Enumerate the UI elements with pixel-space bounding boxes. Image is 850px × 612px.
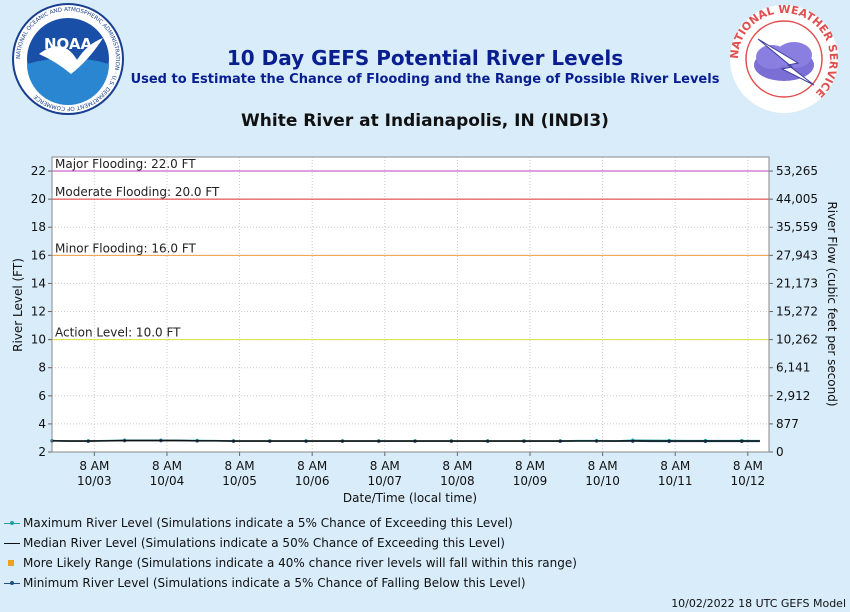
threshold-label: Moderate Flooding: 20.0 FT xyxy=(55,185,220,199)
y-tick-label: 14 xyxy=(31,276,46,290)
threshold-label: Major Flooding: 22.0 FT xyxy=(55,157,196,171)
x-tick-time-label: 8 AM xyxy=(588,459,618,473)
legend-swatch xyxy=(4,517,20,529)
y-tick-label: 16 xyxy=(31,248,46,262)
legend-swatch xyxy=(4,537,20,549)
x-tick-time-label: 8 AM xyxy=(660,459,690,473)
legend-label: Maximum River Level (Simulations indicat… xyxy=(23,516,513,530)
y-tick-label: 8 xyxy=(38,361,46,375)
y2-axis-label: River Flow (cubic feet per second) xyxy=(825,201,839,406)
y2-tick-label: 44,005 xyxy=(776,192,818,206)
y2-tick-label: 53,265 xyxy=(776,164,818,178)
y2-tick-label: 0 xyxy=(776,445,784,459)
river-level-chart: Major Flooding: 22.0 FT Moderate Flooding… xyxy=(11,156,839,505)
x-tick-date-label: 10/09 xyxy=(513,474,548,488)
x-tick-date-label: 10/05 xyxy=(222,474,257,488)
y-tick-label: 10 xyxy=(31,333,46,347)
legend-label: Minimum River Level (Simulations indicat… xyxy=(23,576,526,590)
x-tick-date-label: 10/12 xyxy=(731,474,766,488)
x-tick-time-label: 8 AM xyxy=(79,459,109,473)
nws-logo: NATIONAL WEATHER SERVICE xyxy=(728,3,840,113)
legend-item: Median River Level (Simulations indicate… xyxy=(4,534,505,552)
x-tick-time-label: 8 AM xyxy=(370,459,400,473)
y2-tick-label: 27,943 xyxy=(776,248,818,262)
y2-tick-label: 6,141 xyxy=(776,361,810,375)
x-tick-time-label: 8 AM xyxy=(225,459,255,473)
y-tick-label: 2 xyxy=(38,445,46,459)
y-axis-label: River Level (FT) xyxy=(11,258,25,352)
series-line xyxy=(51,439,760,442)
x-tick-time-label: 8 AM xyxy=(515,459,545,473)
legend-label: Median River Level (Simulations indicate… xyxy=(23,536,505,550)
noaa-logo-text: NOAA xyxy=(44,35,93,53)
chart-subtitle: Used to Estimate the Chance of Flooding … xyxy=(130,72,720,87)
x-tick-time-label: 8 AM xyxy=(297,459,327,473)
plot-border xyxy=(51,156,770,453)
y-tick-label: 6 xyxy=(38,389,46,403)
x-tick-time-label: 8 AM xyxy=(152,459,182,473)
x-tick-date-label: 10/06 xyxy=(295,474,330,488)
model-run-timestamp: 10/02/2022 18 UTC GEFS Model xyxy=(671,597,846,610)
x-tick-date-label: 10/07 xyxy=(367,474,402,488)
thresholds: Major Flooding: 22.0 FT Moderate Flooding… xyxy=(52,157,769,341)
y2-tick-label: 21,173 xyxy=(776,276,818,290)
legend-item: More Likely Range (Simulations indicate … xyxy=(4,554,577,572)
y2-tick-label: 2,912 xyxy=(776,389,810,403)
noaa-logo: NOAA NATIONAL OCEANIC AND ATMOSPHERIC AD… xyxy=(12,3,124,115)
legend-label: More Likely Range (Simulations indicate … xyxy=(23,556,577,570)
axes: 2 4 6 8 10 12 14 16 18 20 22 0 877 2,912 6,141 10,262 15… xyxy=(31,156,818,488)
x-tick-date-label: 10/03 xyxy=(77,474,112,488)
threshold-label: Minor Flooding: 16.0 FT xyxy=(55,241,197,255)
x-tick-date-label: 10/11 xyxy=(658,474,693,488)
legend-swatch xyxy=(4,577,20,589)
x-tick-date-label: 10/10 xyxy=(585,474,620,488)
legend-item: Maximum River Level (Simulations indicat… xyxy=(4,514,513,532)
threshold-label: Action Level: 10.0 FT xyxy=(55,326,181,340)
station-name: White River at Indianapolis, IN (INDI3) xyxy=(241,111,609,131)
y2-tick-label: 15,272 xyxy=(776,305,818,319)
legend-item: Minimum River Level (Simulations indicat… xyxy=(4,574,526,592)
series xyxy=(50,438,760,444)
plot-area xyxy=(51,156,770,453)
legend-swatch xyxy=(4,557,20,569)
y-tick-label: 12 xyxy=(31,305,46,319)
y-tick-label: 20 xyxy=(31,192,46,206)
chart-title: 10 Day GEFS Potential River Levels xyxy=(226,46,624,70)
y-tick-label: 22 xyxy=(31,164,46,178)
y-tick-label: 4 xyxy=(38,417,46,431)
y-tick-label: 18 xyxy=(31,220,46,234)
x-tick-date-label: 10/04 xyxy=(150,474,185,488)
y2-tick-label: 35,559 xyxy=(776,220,818,234)
x-axis-label: Date/Time (local time) xyxy=(343,491,477,505)
x-tick-time-label: 8 AM xyxy=(733,459,763,473)
x-tick-time-label: 8 AM xyxy=(442,459,472,473)
y2-tick-label: 877 xyxy=(776,417,799,431)
y2-tick-label: 10,262 xyxy=(776,333,818,347)
x-tick-date-label: 10/08 xyxy=(440,474,475,488)
